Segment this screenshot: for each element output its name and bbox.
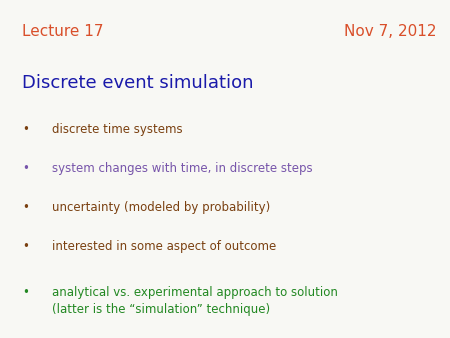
- Text: •: •: [22, 286, 29, 298]
- Text: Lecture 17: Lecture 17: [22, 24, 104, 39]
- Text: •: •: [22, 162, 29, 175]
- Text: •: •: [22, 240, 29, 253]
- Text: uncertainty (modeled by probability): uncertainty (modeled by probability): [52, 201, 270, 214]
- Text: •: •: [22, 201, 29, 214]
- Text: interested in some aspect of outcome: interested in some aspect of outcome: [52, 240, 276, 253]
- Text: Nov 7, 2012: Nov 7, 2012: [344, 24, 436, 39]
- Text: •: •: [22, 123, 29, 136]
- Text: discrete time systems: discrete time systems: [52, 123, 182, 136]
- Text: system changes with time, in discrete steps: system changes with time, in discrete st…: [52, 162, 312, 175]
- Text: analytical vs. experimental approach to solution
(latter is the “simulation” tec: analytical vs. experimental approach to …: [52, 286, 338, 316]
- Text: Discrete event simulation: Discrete event simulation: [22, 74, 254, 92]
